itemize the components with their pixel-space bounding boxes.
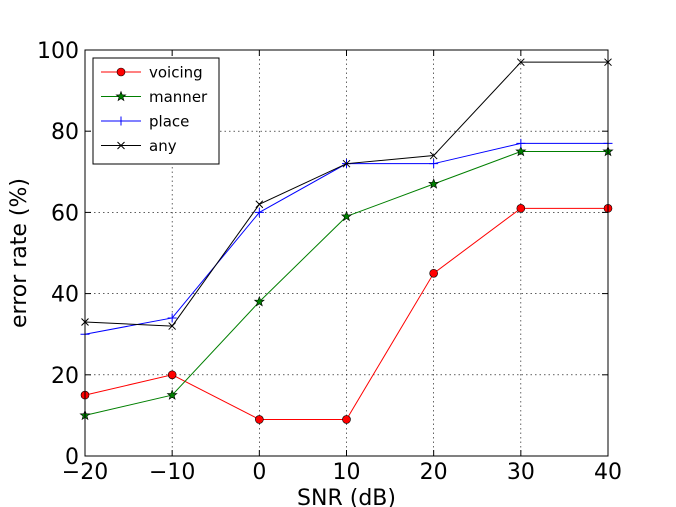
series-place xyxy=(80,138,613,339)
data-point-any xyxy=(342,159,351,168)
legend-box xyxy=(92,57,220,165)
legend-label: voicing xyxy=(149,64,203,82)
legend-label: any xyxy=(149,137,177,155)
data-point-place xyxy=(254,207,264,217)
y-tick-label: 100 xyxy=(37,39,79,64)
data-point-place xyxy=(429,159,439,169)
legend-swatch-marker xyxy=(116,116,126,126)
data-point-any xyxy=(516,58,525,67)
legend-item-manner: manner xyxy=(101,88,208,106)
x-tick-label: 40 xyxy=(594,460,622,485)
data-point-any xyxy=(255,200,264,209)
series-voicing xyxy=(80,204,613,424)
data-point-place xyxy=(516,138,526,148)
tick-labels-layer: −20 −10 0 10 20 30 40 0 20 40 60 80 100 xyxy=(37,39,622,485)
series-line-manner xyxy=(84,151,608,416)
data-point-any xyxy=(429,151,438,160)
x-tick-label: 10 xyxy=(333,460,361,485)
legend: voicing manner place any xyxy=(92,57,220,165)
y-tick-label: 20 xyxy=(51,364,79,389)
series-any xyxy=(81,58,612,330)
data-point-voicing xyxy=(255,415,264,424)
legend-item-place: place xyxy=(101,113,189,131)
data-point-voicing xyxy=(342,415,351,424)
data-point-any xyxy=(168,322,177,330)
data-point-manner xyxy=(253,295,265,307)
x-axis-label: SNR (dB) xyxy=(297,486,396,507)
ticks-layer xyxy=(84,49,609,457)
y-axis-label: error rate (%) xyxy=(7,178,32,328)
legend-label: manner xyxy=(149,88,208,106)
legend-swatch-marker xyxy=(116,67,126,77)
legend-label: place xyxy=(149,113,189,131)
x-tick-label: 0 xyxy=(252,460,266,485)
y-tick-label: 40 xyxy=(51,283,79,308)
data-point-manner xyxy=(166,389,178,400)
x-tick-label: 30 xyxy=(507,460,535,485)
legend-item-voicing: voicing xyxy=(101,64,203,82)
x-tick-label: −20 xyxy=(62,460,108,485)
y-tick-label: 0 xyxy=(65,445,79,470)
y-tick-label: 60 xyxy=(51,201,79,226)
x-tick-label: −10 xyxy=(149,460,195,485)
y-tick-label: 80 xyxy=(51,120,79,145)
legend-item-any: any xyxy=(101,137,177,155)
data-point-voicing xyxy=(167,370,177,380)
legend-swatch-marker xyxy=(117,141,125,150)
data-point-voicing xyxy=(429,268,438,278)
data-point-manner xyxy=(340,210,353,222)
data-point-place xyxy=(167,313,177,323)
data-point-manner xyxy=(428,178,440,189)
data-point-voicing xyxy=(516,204,526,213)
legend-swatch-marker xyxy=(115,90,127,102)
data-point-manner xyxy=(515,145,527,157)
x-tick-label: 20 xyxy=(420,460,448,485)
